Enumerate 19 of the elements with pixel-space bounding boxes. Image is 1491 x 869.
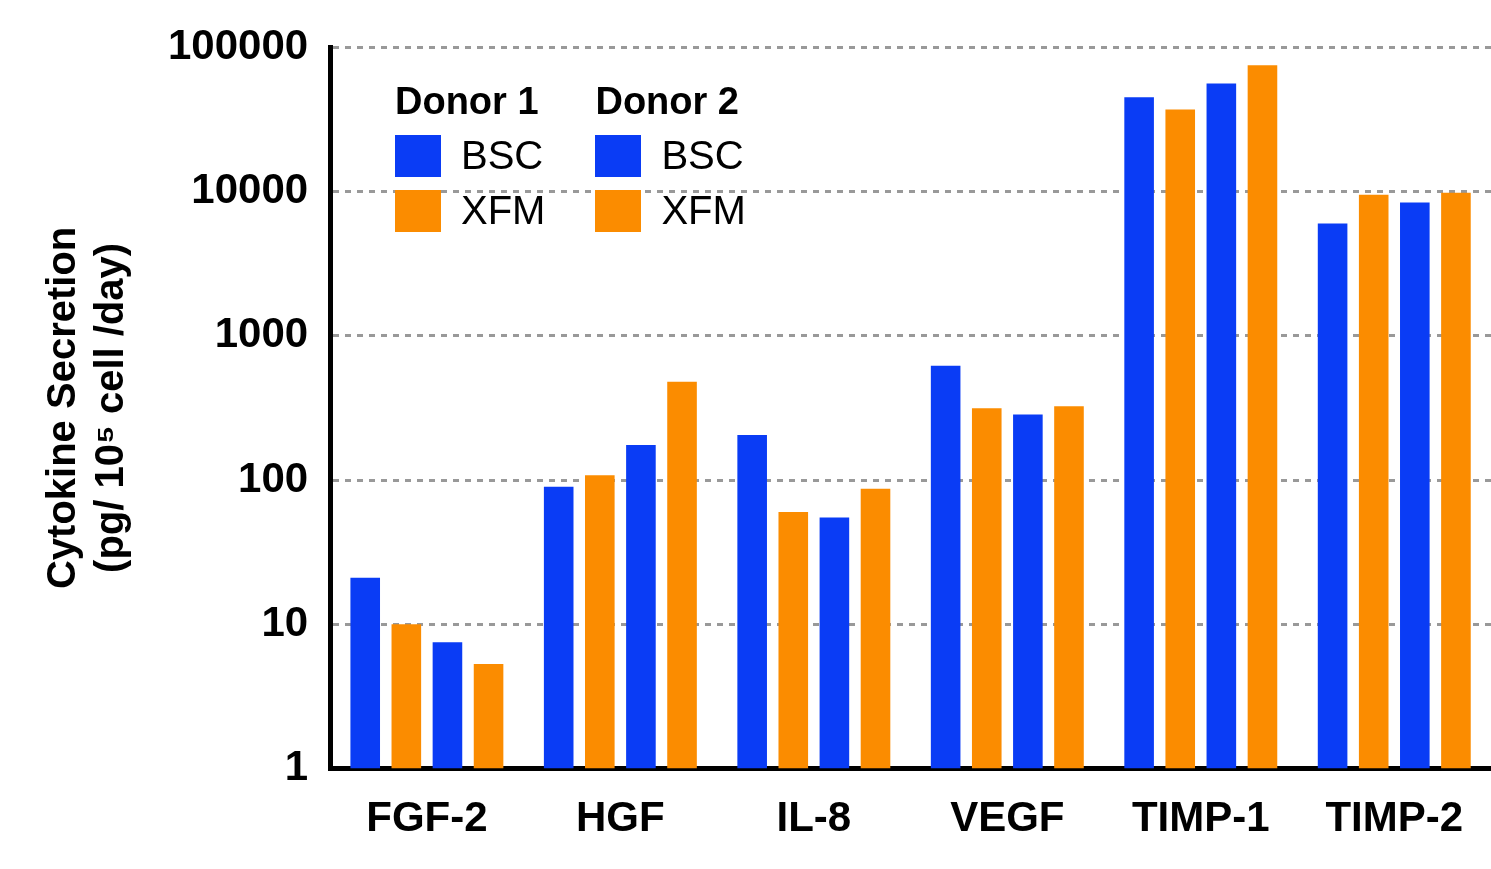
annotation: Donor 2 — [595, 80, 740, 123]
legend-label: BSC — [461, 133, 544, 178]
y-tick-label: 1000 — [214, 309, 309, 357]
legend-label: BSC — [661, 133, 744, 178]
annotation: Donor 1 — [395, 80, 540, 123]
x-tick-label: TIMP-1 — [1131, 793, 1270, 841]
y-tick-label: 10 — [261, 597, 309, 645]
legend-label: XFM — [461, 188, 546, 233]
x-tick-label: HGF — [576, 793, 665, 841]
y-tick-label: 100000 — [167, 20, 309, 68]
x-tick-label: FGF-2 — [366, 793, 488, 841]
y-tick-label: 10000 — [191, 165, 309, 213]
y-axis-title: Cytokine Secretion (pg/ 10⁵ cell /day) — [39, 226, 132, 590]
x-tick-label: VEGF — [950, 793, 1065, 841]
y-tick-label: 1 — [284, 742, 309, 790]
x-tick-label: TIMP-2 — [1325, 793, 1464, 841]
y-tick-label: 100 — [238, 453, 309, 501]
x-tick-label: IL-8 — [776, 793, 852, 841]
legend-label: XFM — [661, 188, 746, 233]
